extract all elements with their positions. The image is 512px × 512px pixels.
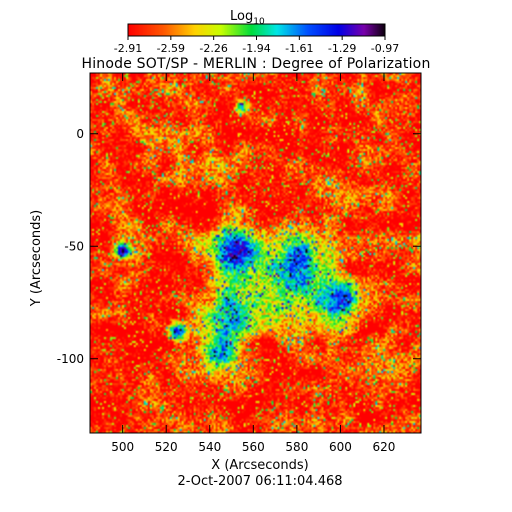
- colorbar-tick-label: -2.91: [114, 42, 142, 55]
- colorbar-tick-label: -2.26: [199, 42, 227, 55]
- colorbar-label-sub: 10: [253, 17, 265, 27]
- x-axis: 500 520 540 560 580 600 620: [111, 73, 395, 454]
- x-tick-label: 560: [242, 440, 265, 454]
- x-tick-label: 520: [155, 440, 178, 454]
- colorbar-tick-label: -1.29: [328, 42, 356, 55]
- y-axis: 0 -50 -100: [57, 127, 421, 366]
- svg-text:Log10: Log10: [230, 9, 265, 27]
- colorbar-tick-label: -2.59: [157, 42, 185, 55]
- observation-timestamp: 2-Oct-2007 06:11:04.468: [177, 474, 342, 489]
- x-tick-label: 600: [329, 440, 352, 454]
- y-tick-label: -100: [57, 352, 84, 366]
- y-axis-label: Y (Arcseconds): [29, 210, 44, 307]
- colorbar-ticks: -2.91 -2.59 -2.26 -1.94 -1.61 -1.29 -0.97: [114, 36, 399, 55]
- x-tick-label: 580: [285, 440, 308, 454]
- colorbar-tick-label: -0.97: [371, 42, 399, 55]
- polarization-map: [90, 73, 421, 433]
- colorbar-gradient: [128, 24, 385, 36]
- colorbar-tick-label: -1.61: [285, 42, 313, 55]
- x-tick-label: 540: [198, 440, 221, 454]
- y-tick-label: -50: [64, 239, 84, 253]
- colorbar-label: Log10: [230, 9, 265, 27]
- x-tick-label: 620: [373, 440, 396, 454]
- chart-title: Hinode SOT/SP - MERLIN : Degree of Polar…: [81, 56, 430, 72]
- colorbar-label-main: Log: [230, 9, 253, 24]
- colorbar: Log10 -2.91 -2.59 -2.26 -1.94 -1.61 -1.29 -0.9…: [114, 9, 399, 55]
- plot-frame: [89, 72, 422, 434]
- colorbar-tick-label: -1.94: [242, 42, 270, 55]
- x-tick-label: 500: [111, 440, 134, 454]
- y-tick-label: 0: [76, 127, 84, 141]
- x-axis-label: X (Arcseconds): [211, 458, 308, 473]
